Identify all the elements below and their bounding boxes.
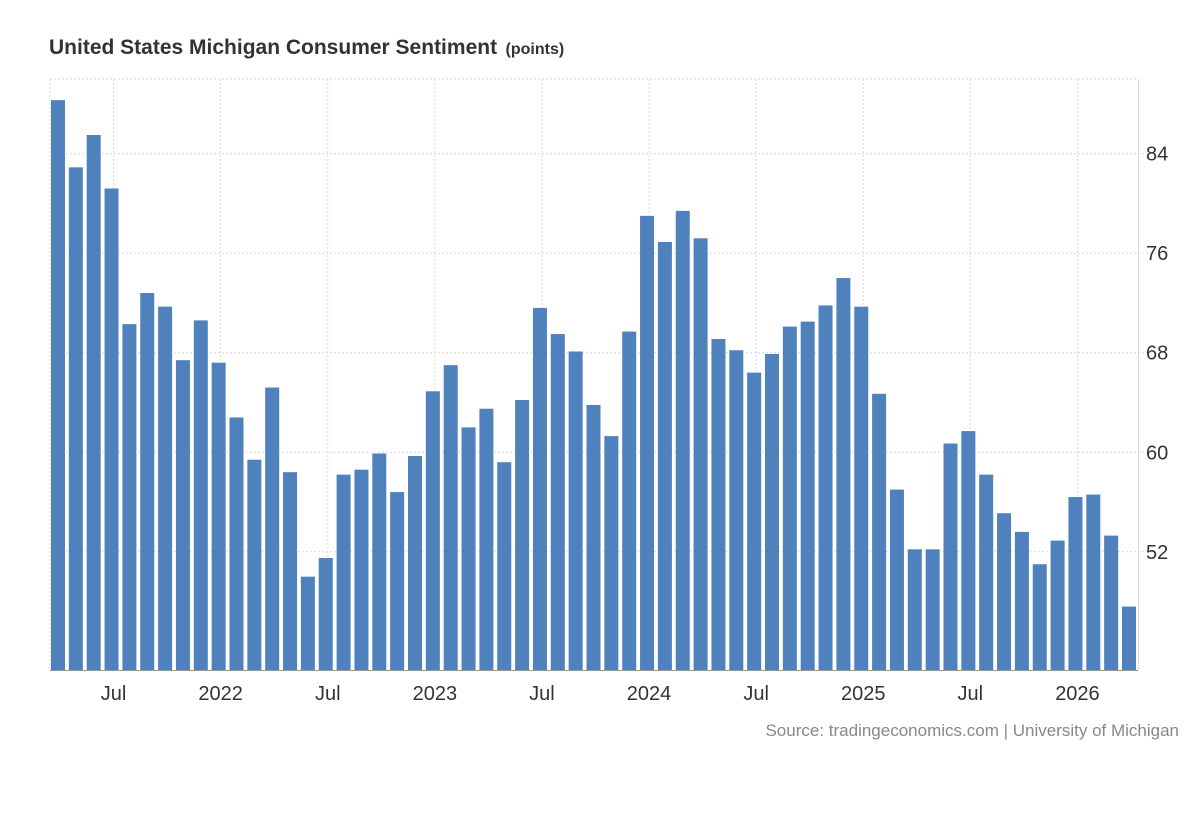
bar [961, 431, 976, 670]
bar [229, 417, 244, 670]
y-tick-label: 52 [1146, 542, 1168, 564]
bar [265, 387, 280, 670]
bar [568, 351, 583, 670]
y-tick-label: 68 [1146, 343, 1168, 365]
bar [907, 549, 922, 670]
x-tick-label: Jul [958, 683, 984, 705]
bar [979, 474, 994, 670]
bar [354, 469, 369, 670]
y-tick-label: 60 [1146, 442, 1168, 464]
source-attribution: Source: tradingeconomics.com | Universit… [765, 721, 1179, 740]
x-tick-label: Jul [101, 683, 127, 705]
bar [425, 391, 440, 670]
bar [515, 400, 530, 670]
bar [497, 462, 512, 670]
bar [1014, 531, 1029, 670]
bar [1050, 540, 1065, 670]
bar [1122, 606, 1136, 670]
bar [622, 331, 637, 670]
bar [711, 339, 726, 670]
x-tick-label: 2023 [413, 683, 458, 705]
bar [122, 324, 137, 670]
bar [158, 306, 173, 670]
bar [461, 427, 476, 670]
bar [997, 513, 1012, 670]
axes [50, 79, 1139, 671]
y-tick-labels: 52 60 68 76 84 [1146, 144, 1168, 564]
bar [693, 238, 708, 670]
bar [51, 100, 65, 670]
bar [1104, 535, 1119, 670]
bar [318, 558, 333, 670]
bar [1086, 494, 1101, 670]
x-tick-label: 2026 [1055, 683, 1100, 705]
bar [443, 365, 458, 670]
chart-unit: (points) [505, 41, 565, 58]
bar [800, 321, 815, 670]
bar [550, 334, 565, 670]
chart-title: United States Michigan Consumer Sentimen… [49, 36, 498, 59]
bar [1032, 564, 1047, 670]
bar [1068, 497, 1083, 670]
bar [729, 350, 744, 670]
bar [479, 408, 494, 670]
x-tick-label: Jul [529, 683, 555, 705]
bars [51, 100, 1136, 671]
chart-title-block: United States Michigan Consumer Sentimen… [49, 36, 564, 60]
x-tick-label: Jul [315, 683, 341, 705]
bar [943, 443, 958, 670]
x-tick-labels: Jul 2022 Jul 2023 Jul 2024 Jul 2025 Jul 2026 [101, 683, 1100, 705]
bar [86, 134, 101, 671]
bar [872, 393, 887, 670]
bar [68, 167, 83, 670]
bar [104, 188, 119, 671]
x-tick-label: 2024 [627, 683, 672, 705]
bar [675, 210, 690, 670]
bar [408, 456, 422, 670]
bar [247, 459, 262, 670]
bar [532, 307, 547, 670]
bar [372, 453, 387, 670]
bar [782, 326, 797, 670]
bar [836, 278, 851, 670]
bar [193, 320, 208, 670]
bar [657, 241, 672, 671]
y-tick-label: 76 [1146, 243, 1168, 265]
bar [336, 474, 351, 670]
bar [765, 353, 779, 670]
y-tick-label: 84 [1146, 144, 1168, 166]
bar [747, 372, 762, 670]
bar [586, 404, 601, 670]
x-tick-label: 2025 [841, 683, 886, 705]
bar [604, 436, 619, 670]
bar [283, 472, 298, 670]
bar [300, 576, 315, 670]
bar [854, 306, 869, 670]
bar [818, 305, 833, 670]
bar [390, 492, 405, 670]
x-tick-label: 2022 [198, 683, 243, 705]
bar [175, 360, 190, 670]
bar [925, 549, 940, 670]
bar [140, 293, 155, 670]
bar [211, 362, 226, 670]
bar [640, 215, 655, 671]
x-tick-label: Jul [743, 683, 769, 705]
bar [889, 489, 904, 670]
